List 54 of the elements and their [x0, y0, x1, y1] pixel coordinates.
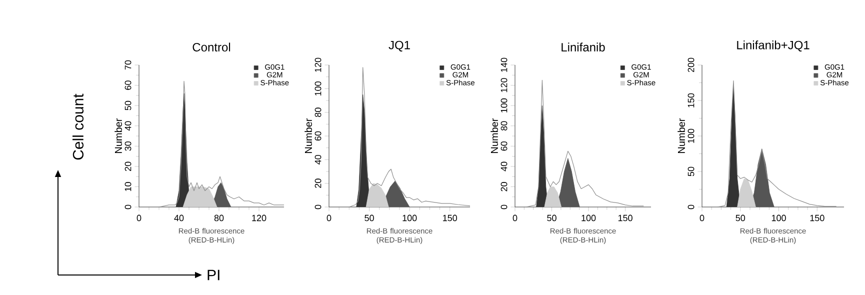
x-tick-label: 100 [772, 214, 786, 222]
x-tick-label: 50 [736, 214, 746, 222]
y-tick-label: 60 [124, 80, 132, 90]
x-tick-label: 0 [700, 214, 704, 222]
y-tick-label: 70 [124, 60, 132, 70]
y-axis-title: Number [678, 118, 685, 153]
x-tick-label: 50 [364, 214, 374, 222]
y-tick-label: 0 [688, 204, 694, 210]
y-tick-label: 100 [688, 128, 694, 143]
y-tick-label: 140 [500, 58, 508, 72]
x-tick-label: 100 [402, 214, 417, 222]
y-tick-label: 20 [314, 178, 322, 188]
chart-title: Linifanib+JQ1 [737, 40, 810, 52]
x-tick-label: 120 [252, 214, 266, 222]
y-tick-label: 40 [500, 162, 508, 172]
y-tick-label: 80 [314, 108, 322, 117]
x-tick-label: 150 [443, 214, 458, 222]
y-tick-label: 20 [124, 162, 132, 171]
chart-title: JQ1 [388, 40, 410, 52]
y-tick-label: 120 [500, 78, 508, 92]
x-tick-label: 100 [582, 214, 596, 222]
x-tick-label: 80 [214, 214, 224, 222]
y-tick-label: 80 [500, 121, 508, 130]
y-axis-title: Number [114, 118, 122, 153]
y-tick-label: 60 [314, 131, 322, 141]
y-tick-label: 10 [124, 182, 132, 192]
x-tick-label: 50 [547, 214, 556, 222]
x-tick-label: 0 [512, 214, 518, 222]
y-tick-label: 0 [124, 204, 132, 210]
y-axis-title: Number [304, 118, 312, 153]
y-tick-label: 40 [314, 155, 322, 164]
y-tick-label: 0 [314, 204, 322, 210]
text: Cell count [72, 94, 84, 160]
chart-title: Control [192, 42, 230, 52]
y-tick-label: 20 [500, 182, 508, 192]
y-tick-label: 40 [124, 121, 132, 131]
y-tick-label: 30 [124, 141, 132, 151]
text: PI [208, 270, 220, 280]
x-tick-label: 40 [174, 214, 184, 222]
y-tick-label: 100 [314, 82, 322, 96]
x-tick-label: 0 [326, 214, 332, 222]
y-tick-label: 150 [688, 93, 694, 108]
y-tick-label: 50 [688, 166, 694, 176]
y-tick-label: 200 [688, 58, 694, 72]
x-tick-label: 150 [810, 214, 824, 222]
x-tick-label: 150 [618, 214, 632, 222]
chart-title: Linifanib [562, 42, 605, 52]
x-tick-label: 0 [136, 214, 142, 222]
y-tick-label: 120 [314, 58, 322, 72]
y-axis-title: Number [490, 118, 498, 153]
y-tick-label: 100 [500, 98, 508, 112]
y-tick-label: 0 [500, 204, 508, 210]
y-tick-label: 60 [500, 141, 508, 151]
y-tick-label: 50 [124, 100, 132, 110]
